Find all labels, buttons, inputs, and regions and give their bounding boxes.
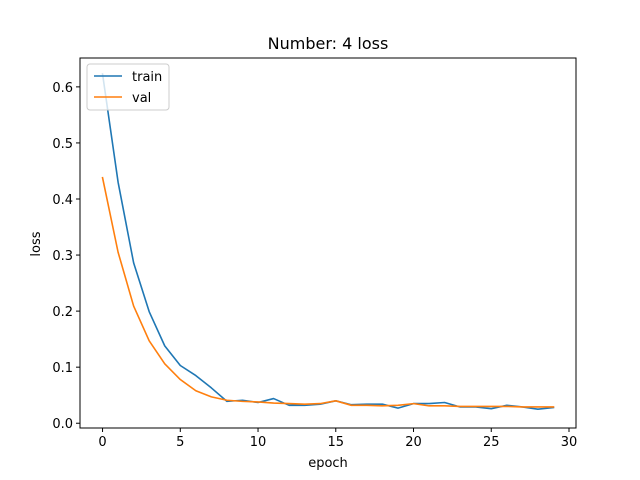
x-tick-label: 20 [405,435,422,450]
y-tick-label: 0.0 [52,417,73,432]
y-tick-label: 0.2 [52,305,73,320]
series-line-train [101,73,555,411]
axes-frame [79,57,577,429]
x-tick-label: 30 [561,435,578,450]
x-tick-label: 25 [483,435,500,450]
y-tick-label: 0.1 [52,361,73,376]
x-axis-label: epoch [308,456,348,471]
x-tick-label: 10 [250,435,267,450]
x-axis-ticks: 0 5 10 15 20 25 30 [98,428,577,450]
legend-label-val: val [132,91,151,106]
x-tick-label: 15 [328,435,345,450]
series-line-val [101,176,555,408]
x-tick-label: 0 [98,435,106,450]
y-tick-label: 0.6 [52,81,73,96]
y-axis-ticks: 0.0 0.1 0.2 0.3 0.4 0.5 0.6 [52,81,80,432]
x-tick-label: 5 [176,435,184,450]
y-tick-label: 0.3 [52,249,73,264]
y-axis-label: loss [29,231,44,256]
legend-label-train: train [132,70,162,85]
y-tick-label: 0.5 [52,137,73,152]
chart-title: Number: 4 loss [268,34,389,53]
legend: train val [86,63,170,111]
plot-area [101,73,555,411]
y-tick-label: 0.4 [52,193,73,208]
